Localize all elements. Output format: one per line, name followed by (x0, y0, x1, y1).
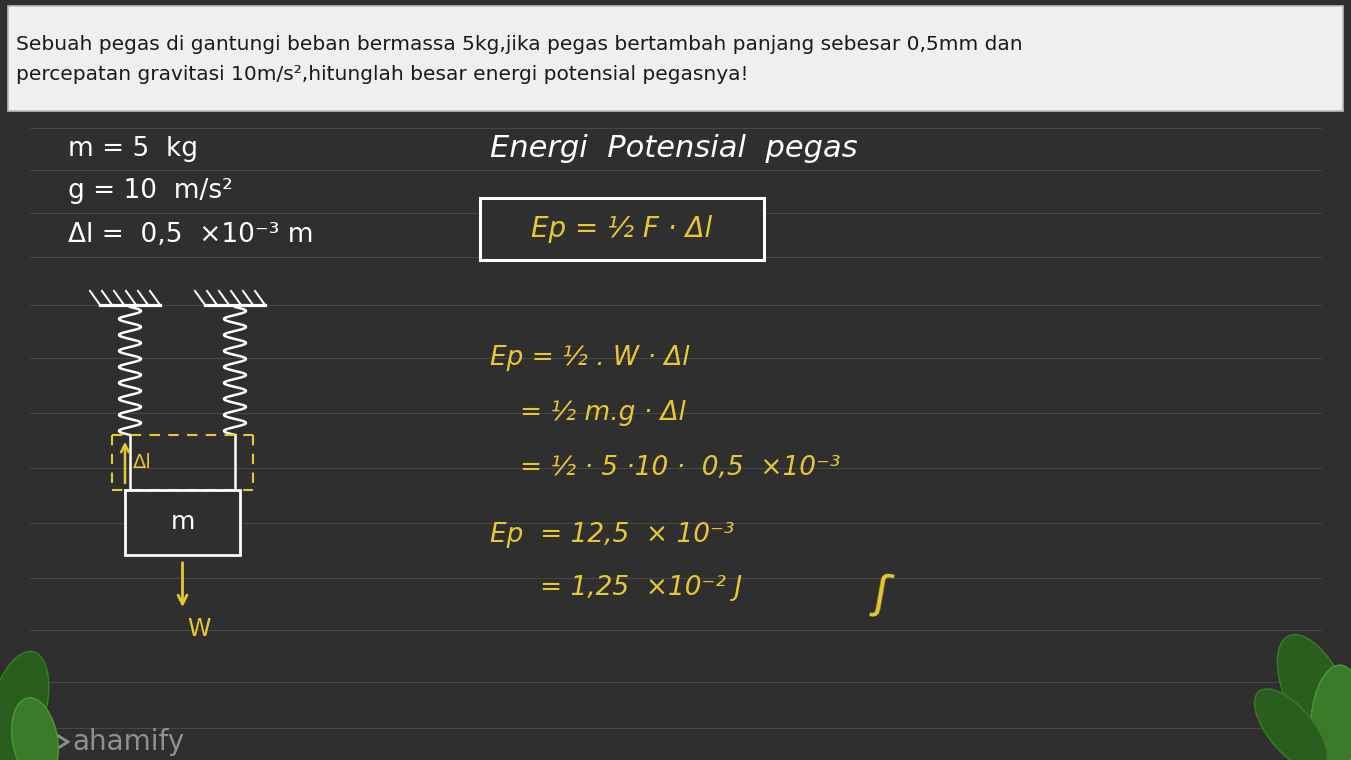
Ellipse shape (1255, 689, 1328, 760)
Text: m: m (170, 511, 195, 534)
Ellipse shape (0, 651, 49, 760)
Text: ʃ: ʃ (870, 572, 893, 619)
Text: = ½ m.g · Δl: = ½ m.g · Δl (520, 400, 686, 426)
Text: W: W (188, 617, 211, 641)
Text: Ep = ½ . W · Δl: Ep = ½ . W · Δl (490, 345, 689, 371)
Bar (8, 6, 1343, 111)
FancyBboxPatch shape (480, 198, 765, 260)
Text: g = 10  m/s²: g = 10 m/s² (68, 178, 232, 204)
Bar (126, 490, 240, 555)
Text: = ½ · 5 ·10 ·  0,5  ×10⁻³: = ½ · 5 ·10 · 0,5 ×10⁻³ (520, 455, 840, 481)
Text: m = 5  kg: m = 5 kg (68, 136, 199, 162)
Ellipse shape (1277, 635, 1351, 755)
Text: Δl =  0,5  ×10⁻³ m: Δl = 0,5 ×10⁻³ m (68, 222, 313, 248)
Text: Sebuah pegas di gantungi beban bermassa 5kg,jika pegas bertambah panjang sebesar: Sebuah pegas di gantungi beban bermassa … (16, 35, 1023, 54)
Ellipse shape (12, 698, 58, 760)
Text: Ep  = 12,5  × 10⁻³: Ep = 12,5 × 10⁻³ (490, 522, 735, 548)
Text: percepatan gravitasi 10m/s²,hitunglah besar energi potensial pegasnya!: percepatan gravitasi 10m/s²,hitunglah be… (16, 65, 748, 84)
Text: = 1,25  ×10⁻² J: = 1,25 ×10⁻² J (540, 575, 742, 601)
Text: Energi  Potensial  pegas: Energi Potensial pegas (490, 135, 858, 163)
Text: Δl: Δl (132, 453, 151, 472)
Text: ahamify: ahamify (72, 728, 184, 756)
Ellipse shape (1310, 665, 1351, 760)
Text: Ep = ½ F · Δl: Ep = ½ F · Δl (531, 215, 712, 243)
